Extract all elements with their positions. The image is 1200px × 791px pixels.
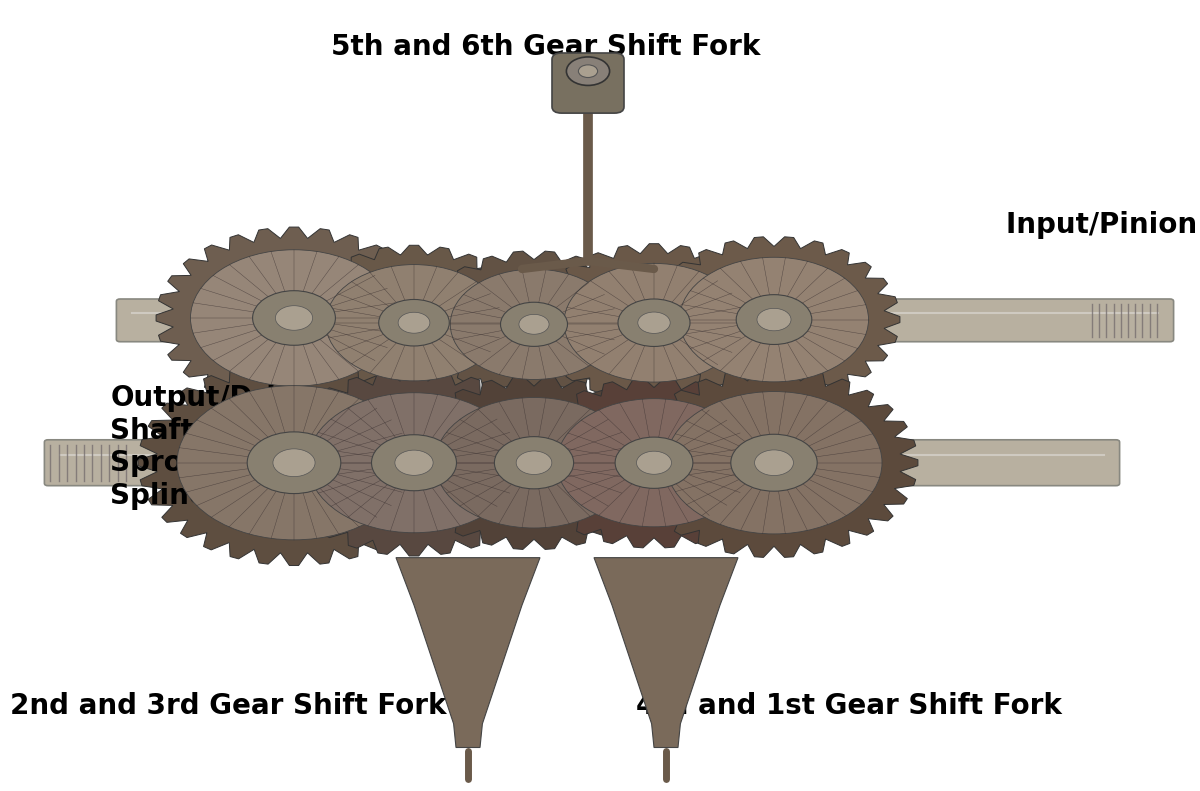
Circle shape bbox=[636, 451, 672, 475]
Circle shape bbox=[436, 397, 634, 528]
Circle shape bbox=[379, 300, 449, 346]
Circle shape bbox=[500, 302, 568, 346]
Text: 4th and 1st Gear Shift Fork: 4th and 1st Gear Shift Fork bbox=[636, 691, 1062, 720]
Circle shape bbox=[450, 269, 618, 380]
Polygon shape bbox=[524, 377, 784, 548]
Circle shape bbox=[325, 264, 502, 381]
Circle shape bbox=[494, 437, 574, 489]
Polygon shape bbox=[402, 376, 666, 550]
Polygon shape bbox=[396, 558, 540, 747]
Text: 2nd and 3rd Gear Shift Fork: 2nd and 3rd Gear Shift Fork bbox=[10, 691, 446, 720]
Circle shape bbox=[757, 308, 791, 331]
Circle shape bbox=[731, 434, 817, 491]
Circle shape bbox=[638, 312, 671, 334]
Circle shape bbox=[564, 263, 744, 382]
FancyBboxPatch shape bbox=[116, 299, 1174, 342]
Circle shape bbox=[178, 385, 410, 540]
Circle shape bbox=[247, 432, 341, 494]
FancyBboxPatch shape bbox=[552, 53, 624, 113]
Circle shape bbox=[395, 450, 433, 475]
Circle shape bbox=[755, 450, 793, 475]
Polygon shape bbox=[296, 245, 532, 400]
Circle shape bbox=[616, 437, 692, 488]
Polygon shape bbox=[272, 369, 556, 556]
Circle shape bbox=[372, 435, 456, 490]
Circle shape bbox=[679, 257, 869, 382]
Polygon shape bbox=[594, 558, 738, 747]
Circle shape bbox=[398, 312, 430, 333]
Circle shape bbox=[666, 392, 882, 534]
Polygon shape bbox=[534, 244, 774, 402]
Circle shape bbox=[516, 451, 552, 475]
Circle shape bbox=[253, 290, 336, 345]
Polygon shape bbox=[156, 227, 432, 409]
FancyBboxPatch shape bbox=[44, 440, 1120, 486]
Circle shape bbox=[275, 305, 313, 331]
Text: Input/Pinion Shaft: Input/Pinion Shaft bbox=[1006, 211, 1200, 240]
Text: 5th and 6th Gear Shift Fork: 5th and 6th Gear Shift Fork bbox=[331, 33, 761, 61]
Polygon shape bbox=[138, 360, 450, 566]
Polygon shape bbox=[648, 237, 900, 403]
Circle shape bbox=[272, 448, 316, 477]
Circle shape bbox=[578, 65, 598, 78]
Circle shape bbox=[191, 250, 397, 386]
Circle shape bbox=[518, 314, 550, 335]
Polygon shape bbox=[422, 251, 646, 398]
Circle shape bbox=[307, 392, 521, 533]
Circle shape bbox=[566, 57, 610, 85]
Text: Output/Driven
Shaft - Front
Sprocket
Splines: Output/Driven Shaft - Front Sprocket Spl… bbox=[110, 384, 334, 509]
Circle shape bbox=[557, 399, 751, 527]
Circle shape bbox=[618, 299, 690, 346]
Polygon shape bbox=[630, 368, 918, 558]
Circle shape bbox=[737, 294, 811, 345]
